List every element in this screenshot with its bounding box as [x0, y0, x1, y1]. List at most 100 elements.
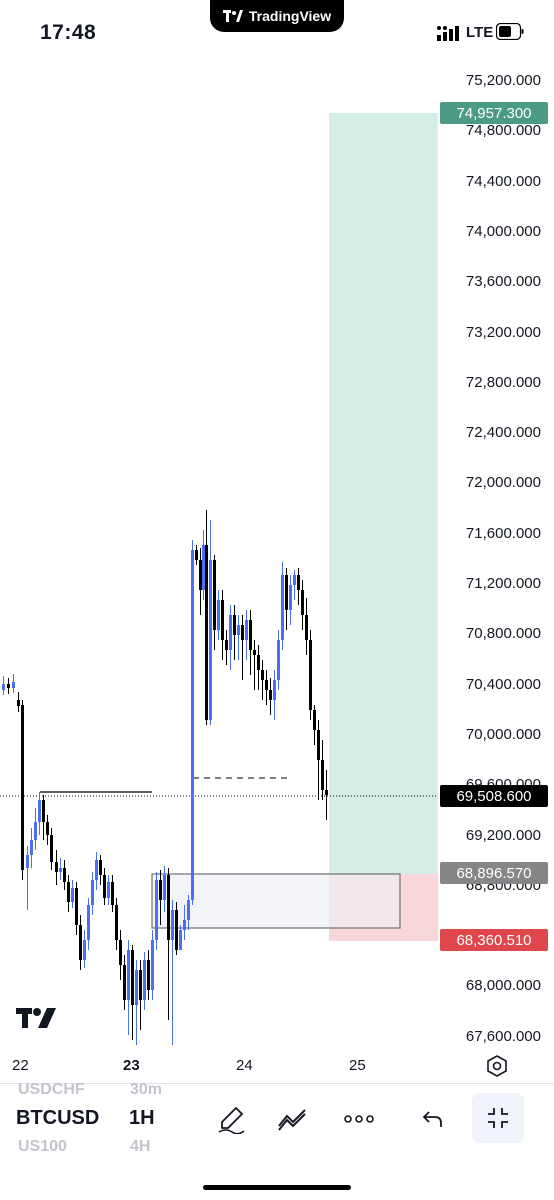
trend-line-button[interactable]	[273, 1101, 313, 1137]
candle-body	[7, 684, 10, 688]
candle-body	[273, 680, 276, 700]
candle-body	[221, 600, 224, 640]
candle-body	[71, 888, 74, 902]
candle-body	[253, 650, 256, 655]
time-label-22: 22	[12, 1057, 29, 1074]
candle-body	[131, 950, 134, 1005]
undo-icon	[422, 1111, 442, 1127]
time-label-24: 24	[236, 1057, 253, 1074]
candle-body	[257, 655, 260, 670]
candle-body	[209, 560, 212, 720]
candle-body	[167, 875, 170, 940]
price-axis-label: 74,000.000	[465, 222, 541, 240]
network-type: LTE	[466, 24, 494, 41]
tradingview-pill: TradingView	[210, 0, 344, 32]
candle-body	[213, 560, 216, 630]
entry-price-badge: 68,896.570	[440, 862, 548, 884]
candle-body	[46, 822, 49, 835]
signal-icon	[437, 26, 459, 41]
candle-body	[123, 965, 126, 1000]
candle-body	[205, 545, 208, 720]
candle-body	[21, 705, 24, 870]
candle-body	[115, 905, 118, 940]
candle-body	[217, 600, 220, 630]
candle-body	[99, 860, 102, 875]
candle-body	[2, 684, 5, 690]
candle-body	[119, 940, 122, 965]
more-icon	[344, 1115, 374, 1123]
candle-body	[55, 862, 58, 872]
candlesticks	[2, 510, 328, 1045]
candle-body	[289, 585, 292, 610]
candle-body	[249, 620, 252, 650]
chart-settings-icon[interactable]	[486, 1055, 508, 1077]
candle-body	[183, 920, 186, 930]
target-price-badge: 74,957.300	[440, 102, 548, 124]
candle-body	[38, 800, 41, 822]
candle-body	[26, 855, 29, 868]
candle-body	[281, 575, 284, 640]
price-axis-label: 68,000.000	[465, 977, 541, 995]
candle-body	[195, 550, 198, 560]
price-axis-label: 70,800.000	[465, 625, 541, 643]
candle-body	[269, 690, 272, 700]
candle-body	[293, 575, 296, 585]
collapse-button[interactable]	[472, 1093, 524, 1143]
candle-body	[285, 575, 288, 610]
stop-price-badge: 68,360.510	[440, 929, 548, 951]
candle-body	[297, 575, 300, 590]
candle-body	[225, 640, 228, 650]
candle-body	[202, 545, 205, 590]
candle-body	[277, 640, 280, 680]
app-name: TradingView	[248, 8, 332, 24]
candle-body	[305, 615, 308, 640]
price-chart[interactable]	[0, 62, 554, 1082]
candle-body	[313, 710, 316, 730]
candle-body	[265, 680, 268, 690]
collapse-icon	[488, 1108, 508, 1128]
trend-line-icon	[278, 1109, 306, 1131]
more-button[interactable]	[339, 1101, 379, 1137]
symbol-selector[interactable]: BTCUSD	[16, 1107, 100, 1129]
price-axis-label: 71,600.000	[465, 524, 541, 542]
candle-body	[79, 925, 82, 960]
ghost-symbol-next: US100	[18, 1138, 67, 1155]
interval-selector[interactable]: 1H	[129, 1107, 155, 1129]
candle-body	[261, 670, 264, 680]
ghost-symbol-prev: USDCHF	[18, 1081, 85, 1098]
candle-body	[245, 620, 248, 640]
candle-body	[87, 905, 90, 940]
time-label-25: 25	[349, 1057, 366, 1074]
ghost-interval-prev: 30m	[130, 1081, 163, 1098]
price-axis-label: 67,600.000	[465, 1027, 541, 1045]
price-axis-label: 75,200.000	[465, 72, 541, 89]
candle-body	[199, 560, 202, 590]
price-axis-label: 70,000.000	[465, 725, 541, 743]
candle-body	[241, 625, 244, 640]
candle-body	[187, 900, 190, 920]
time-label-23: 23	[123, 1057, 140, 1074]
candle-body	[321, 760, 324, 790]
candle-body	[135, 970, 138, 1005]
candle-body	[317, 730, 320, 760]
candle-body	[59, 868, 62, 872]
candle-body	[111, 882, 114, 905]
undo-button[interactable]	[413, 1101, 453, 1137]
price-axis-label: 74,400.000	[465, 172, 541, 190]
candle-body	[107, 882, 110, 898]
candle-body	[143, 960, 146, 1000]
candle-body	[103, 875, 106, 898]
candle-body	[325, 790, 328, 795]
price-axis-label: 73,600.000	[465, 273, 541, 291]
brush-button[interactable]	[211, 1101, 251, 1137]
candle-body	[175, 910, 178, 950]
candle-body	[301, 590, 304, 615]
candle-body	[191, 550, 194, 900]
candle-body	[30, 840, 33, 855]
price-axis-label: 73,200.000	[465, 323, 541, 341]
candle-body	[309, 640, 312, 710]
price-axis-label: 70,400.000	[465, 675, 541, 693]
candle-body	[91, 880, 94, 905]
candle-body	[233, 615, 236, 635]
candle-body	[75, 888, 78, 925]
